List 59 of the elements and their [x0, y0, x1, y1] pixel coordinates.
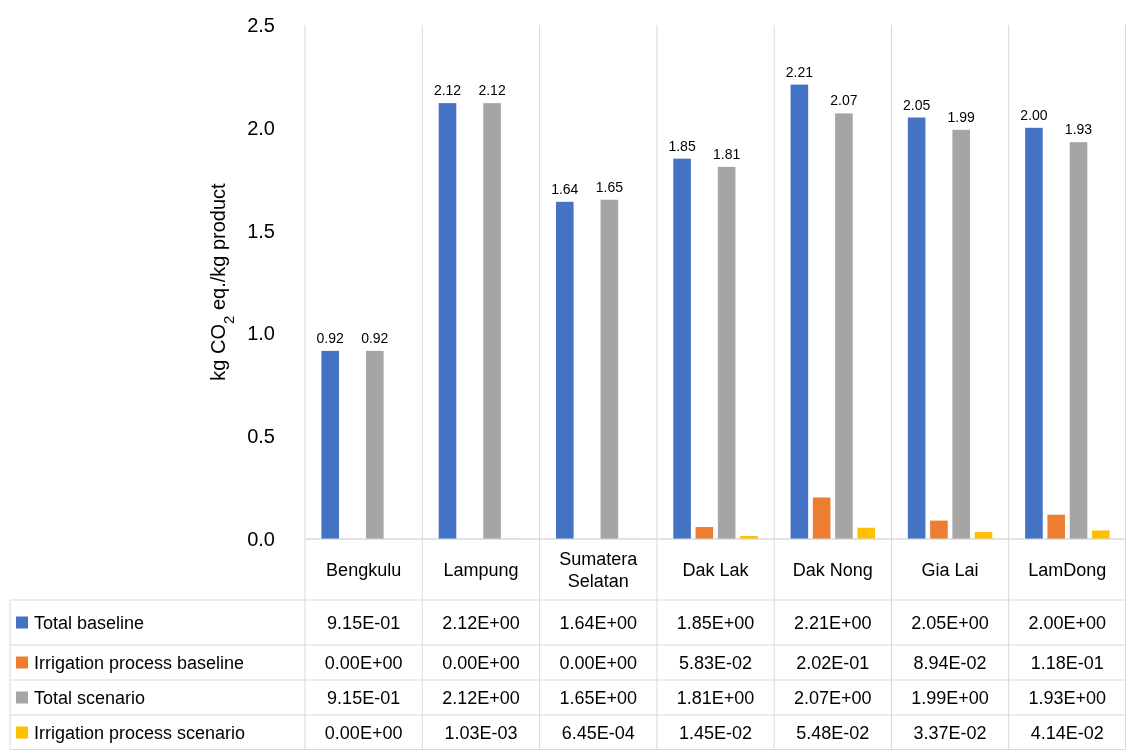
- data-label: 5.48E-02: [796, 722, 870, 743]
- data-label: 0.00E+00: [324, 722, 403, 743]
- data-label: 2.12E+00: [442, 612, 520, 633]
- x-tick-label: LamDong: [1028, 559, 1107, 580]
- annotation: 2.07: [830, 92, 858, 109]
- annotation: 1.85: [668, 137, 696, 154]
- y-tick-label: 1.5: [247, 219, 275, 242]
- data-label: 1.64E+00: [559, 612, 637, 633]
- annotation: 1.64: [551, 180, 579, 197]
- y-tick-label: 1.0: [247, 322, 275, 345]
- annotation: 2.21: [785, 63, 814, 80]
- x-tick-label: Bengkulu: [326, 559, 402, 580]
- y-tick-label: 2.5: [247, 14, 275, 36]
- data-label: 4.14E-02: [1030, 722, 1104, 743]
- x-tick-label: Gia Lai: [921, 559, 979, 580]
- data-label: 9.15E-01: [327, 687, 401, 708]
- data-label: 6.45E-04: [561, 722, 635, 743]
- data-label: 1.81E+00: [676, 687, 755, 708]
- data-label: 1.99E+00: [911, 687, 989, 708]
- data-label: 3.37E-02: [913, 722, 987, 743]
- legend-label: Total scenario: [34, 687, 146, 708]
- y-tick-label: 0.0: [247, 528, 275, 550]
- data-label: 0.00E+00: [324, 652, 403, 673]
- data-label: 2.21E+00: [794, 612, 872, 633]
- data-label: 1.93E+00: [1028, 687, 1107, 708]
- data-label: 2.12E+00: [442, 687, 520, 708]
- data-label: 1.18E-01: [1030, 652, 1104, 673]
- data-label: 1.03E-03: [444, 722, 518, 743]
- x-tick-label: Lampung: [443, 559, 519, 580]
- data-label: 2.02E-01: [796, 652, 870, 673]
- annotation: 2.00: [1020, 106, 1048, 123]
- annotation: 2.12: [478, 82, 506, 99]
- legend-label: Irrigation process baseline: [34, 652, 245, 673]
- legend-label: Total baseline: [34, 612, 145, 633]
- x-tick-label: Sumatera Selatan: [559, 548, 639, 591]
- data-label: 8.94E-02: [913, 652, 987, 673]
- data-label: 2.07E+00: [794, 687, 872, 708]
- data-label: 1.45E-02: [678, 722, 753, 743]
- annotation: 2.05: [903, 96, 931, 113]
- x-tick-label: Dak Lak: [682, 559, 750, 580]
- annotation: 0.92: [316, 329, 345, 346]
- data-label: 0.00E+00: [442, 652, 520, 673]
- annotation: 1.99: [947, 108, 976, 125]
- data-label: 2.00E+00: [1028, 612, 1107, 633]
- annotation: 0.92: [361, 329, 389, 346]
- annotation: 1.93: [1064, 121, 1093, 138]
- y-tick-label: 2.0: [247, 116, 275, 139]
- data-label: 0.00E+00: [559, 652, 637, 673]
- data-label: 2.05E+00: [911, 612, 989, 633]
- data-label: 1.85E+00: [676, 612, 755, 633]
- legend-label: Irrigation process scenario: [34, 722, 246, 743]
- annotation: 1.81: [713, 145, 741, 162]
- annotation: 1.65: [595, 178, 624, 195]
- data-label: 1.65E+00: [559, 687, 637, 708]
- data-label: 5.83E-02: [678, 652, 753, 673]
- y-tick-label: 0.5: [247, 425, 275, 448]
- annotation: 2.12: [433, 82, 462, 99]
- data-label: 9.15E-01: [327, 612, 401, 633]
- x-tick-label: Dak Nong: [792, 559, 873, 580]
